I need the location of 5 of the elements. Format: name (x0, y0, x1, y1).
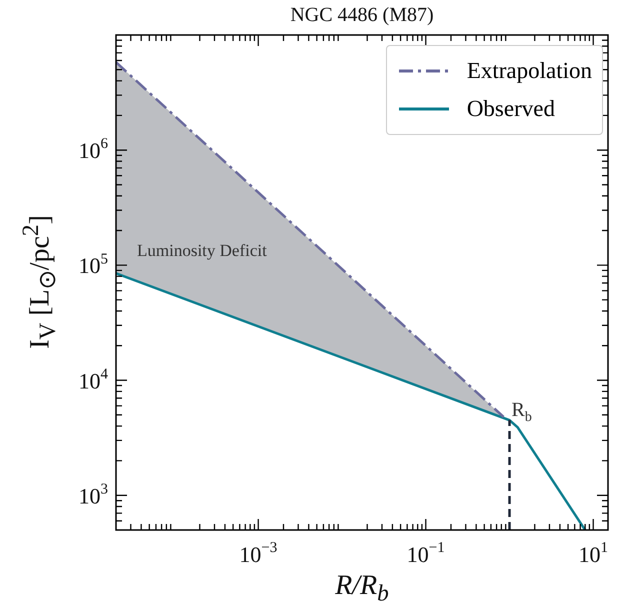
legend-label: Observed (466, 96, 555, 122)
legend-label: Extrapolation (466, 58, 592, 84)
chart-title: NGC 4486 (M87) (289, 4, 435, 27)
annotation: Luminosity Deficit (137, 241, 268, 260)
x-axis-title: R/R$_{b}$ (334, 570, 390, 608)
